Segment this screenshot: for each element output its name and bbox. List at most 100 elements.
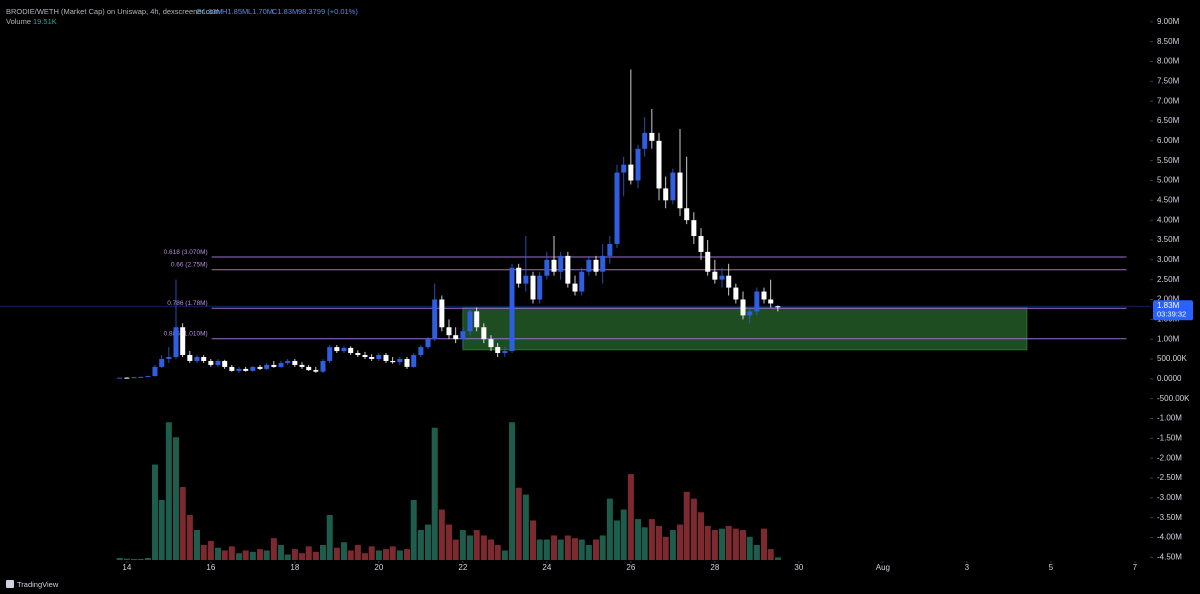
candle-body — [348, 347, 354, 354]
volume-bar — [312, 551, 319, 560]
y-tick-label: 6.00M — [1157, 136, 1180, 145]
volume-label: Volume — [6, 17, 31, 26]
candle-body — [411, 355, 417, 367]
x-tick-label: 16 — [206, 563, 215, 572]
candle-body — [621, 164, 627, 173]
y-tick-label: 9.00M — [1157, 17, 1180, 26]
candle-body — [313, 370, 319, 372]
candle-body — [558, 255, 564, 272]
volume-bar — [572, 538, 578, 560]
y-tick-label: 4.50M — [1157, 195, 1180, 204]
volume-bar — [305, 546, 312, 560]
volume-bar — [403, 549, 410, 560]
candle-body — [404, 358, 410, 367]
volume-bar — [298, 553, 305, 560]
y-tick-label: 4.00M — [1157, 215, 1180, 224]
volume-bar — [543, 539, 550, 560]
candle-body — [761, 291, 767, 300]
y-tick-label: -500.00K — [1157, 394, 1190, 403]
volume-bar — [263, 550, 270, 560]
candle-body — [250, 366, 256, 371]
y-tick-label: -1.00M — [1157, 414, 1182, 423]
candle-body — [145, 376, 151, 378]
volume-value: 19.51K — [33, 17, 57, 26]
candle-body — [369, 357, 375, 359]
volume-bar — [228, 546, 235, 560]
candle-body — [691, 220, 697, 237]
brand-logo[interactable]: TradingView — [6, 580, 59, 589]
candle-body — [271, 364, 277, 367]
last-price-box — [1153, 300, 1193, 321]
y-tick-label: -1.50M — [1157, 433, 1182, 442]
candle-body — [264, 364, 270, 369]
volume-bar — [515, 487, 522, 560]
y-tick-label: -3.00M — [1157, 493, 1182, 502]
volume-bar — [221, 550, 228, 560]
candle-body — [222, 360, 228, 367]
volume-bar — [431, 427, 438, 560]
y-tick-label: -2.50M — [1157, 473, 1182, 482]
candle-body — [425, 339, 431, 348]
volume-bar — [242, 550, 249, 560]
candle-body — [439, 299, 445, 328]
candle-body — [698, 236, 704, 252]
candle-body — [523, 275, 529, 284]
candle-body — [754, 291, 760, 312]
volume-bar — [585, 545, 592, 560]
candle-body — [481, 327, 487, 340]
x-tick-label: 3 — [965, 563, 970, 572]
candle-body — [502, 351, 508, 354]
x-tick-label: 18 — [290, 563, 299, 572]
volume-bar — [361, 553, 368, 560]
y-tick-label: 2.50M — [1157, 275, 1180, 284]
volume-bar — [291, 549, 298, 560]
volume-bar — [641, 527, 648, 560]
x-tick-label: 24 — [542, 563, 551, 572]
candle-body — [278, 362, 284, 367]
ohlc-close: C1.83M — [272, 7, 298, 16]
countdown: 03:39:32 — [1157, 310, 1186, 319]
volume-bar — [354, 545, 361, 560]
candle-body — [530, 275, 536, 300]
candle-body — [684, 208, 690, 221]
y-tick-label: 7.00M — [1157, 96, 1180, 105]
axes: 9.00M 8.50M 8.00M 7.50M 7.00M 6.50M 6.00M 5.50M… — [122, 17, 1193, 572]
candle-body — [607, 243, 613, 256]
volume-bar — [144, 557, 151, 560]
volume-bar — [761, 528, 768, 560]
plot-area: 0.618 (3.070M) 0.66 (2.75M) 0.786 (1.78M) 0… — [0, 69, 1150, 560]
candle-body — [229, 366, 235, 371]
change: 98.3799 (+0.01%) — [298, 7, 358, 16]
x-tick-label: 26 — [626, 563, 635, 572]
candle-body — [495, 347, 501, 354]
volume-bar — [774, 557, 781, 560]
fib-label: 0.886 (1.010M) — [164, 330, 208, 337]
candle-body — [516, 267, 522, 284]
volume-bar — [501, 550, 508, 560]
y-tick-label: -3.50M — [1157, 513, 1182, 522]
y-tick-label: 1.00M — [1157, 334, 1180, 343]
y-tick-label: 6.50M — [1157, 116, 1180, 125]
candle-body — [362, 355, 368, 358]
volume-bar — [116, 557, 123, 560]
y-tick-label: 7.50M — [1157, 76, 1180, 85]
volume-bar — [508, 422, 515, 560]
volume-bar — [326, 515, 333, 560]
fib-label: 0.66 (2.75M) — [171, 261, 208, 268]
volume-bar — [662, 536, 669, 560]
last-price-label: 1.83M — [1157, 301, 1180, 310]
y-tick-label: 8.50M — [1157, 37, 1180, 46]
x-tick-label: 5 — [1049, 563, 1054, 572]
volume-bar — [690, 498, 697, 560]
volume-bar — [614, 520, 621, 560]
candle-body — [509, 267, 515, 352]
candle-body — [663, 188, 669, 201]
candle-body — [341, 347, 347, 352]
x-tick-label: Aug — [876, 563, 890, 572]
volume-bar — [165, 422, 172, 560]
y-tick-label: 5.50M — [1157, 156, 1180, 165]
candle-body — [677, 172, 683, 209]
brand-icon — [6, 580, 14, 588]
